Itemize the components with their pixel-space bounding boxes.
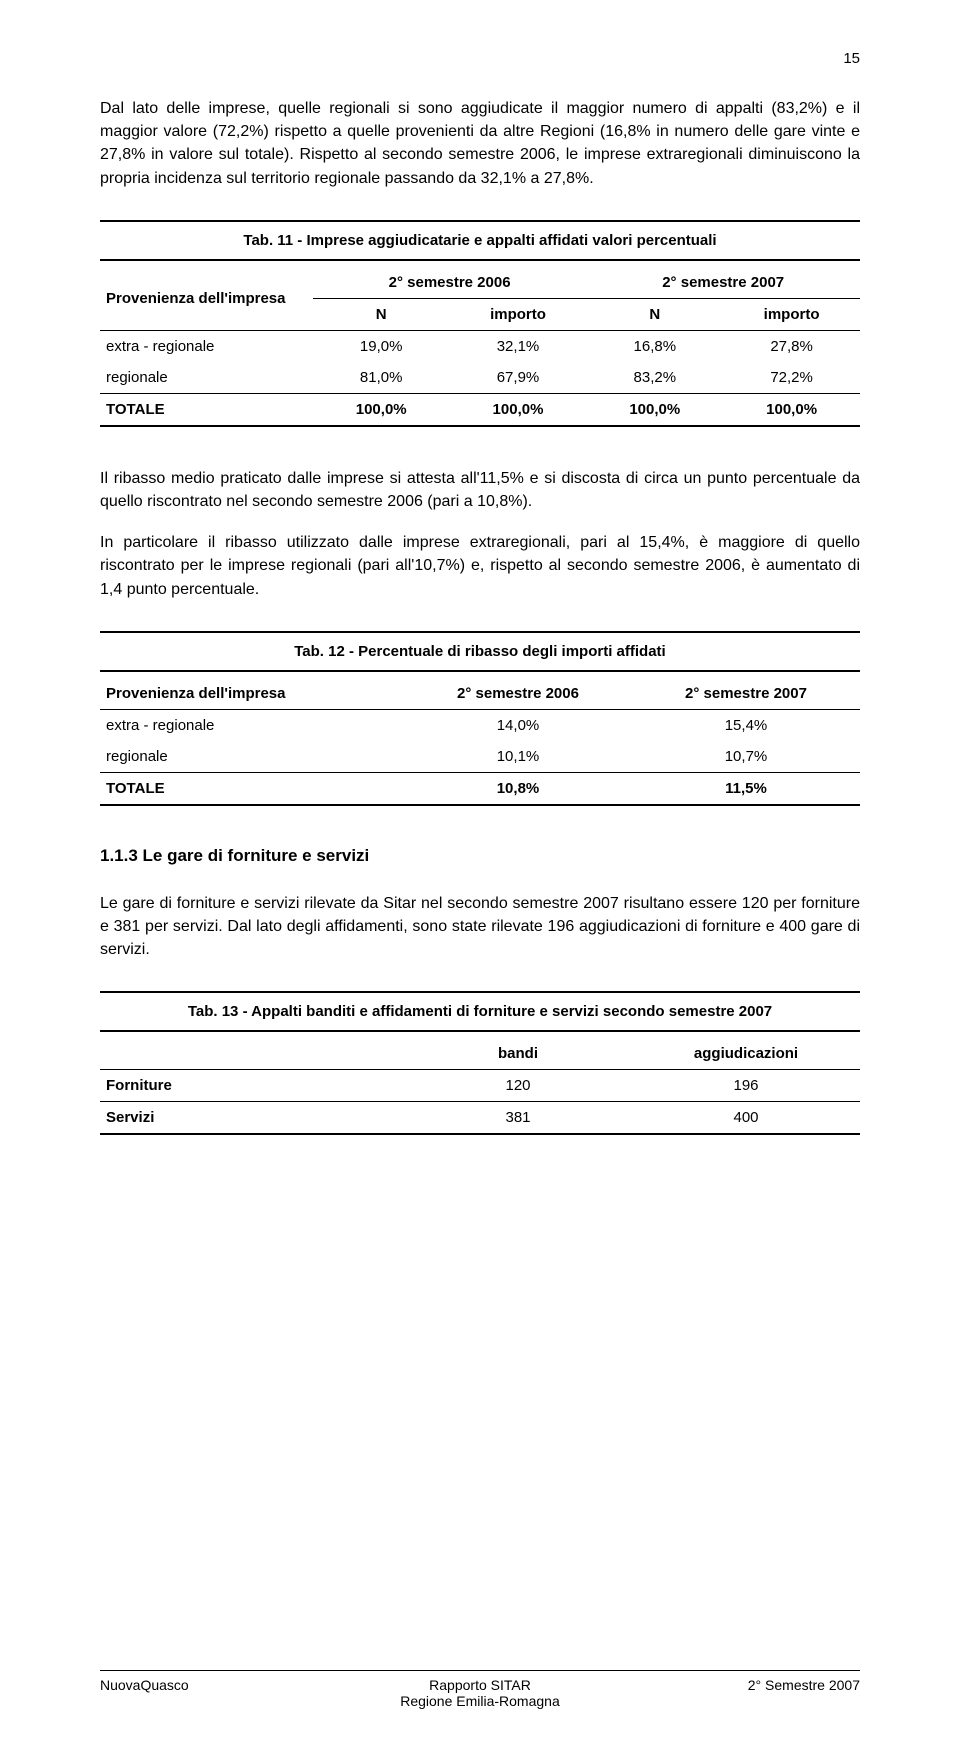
table-cell: TOTALE (100, 772, 404, 805)
table-row: Servizi 381 400 (100, 1102, 860, 1135)
paragraph-2: Il ribasso medio praticato dalle imprese… (100, 467, 860, 513)
table-12-header-row: Provenienza dell'impresa 2° semestre 200… (100, 678, 860, 710)
footer-right: 2° Semestre 2007 (609, 1677, 860, 1709)
table-13-col0 (100, 1038, 404, 1070)
table-row: Forniture 120 196 (100, 1070, 860, 1102)
table-13-col1: bandi (404, 1038, 632, 1070)
table-cell: 81,0% (313, 362, 450, 394)
table-row: extra - regionale 14,0% 15,4% (100, 709, 860, 741)
table-cell: 27,8% (723, 330, 860, 362)
section-heading-113: 1.1.3 Le gare di forniture e servizi (100, 846, 860, 866)
table-13-header-row: bandi aggiudicazioni (100, 1038, 860, 1070)
table-cell: 32,1% (450, 330, 587, 362)
table-cell: 10,1% (404, 741, 632, 773)
table-row: TOTALE 100,0% 100,0% 100,0% 100,0% (100, 393, 860, 426)
table-11-wrap: Tab. 11 - Imprese aggiudicatarie e appal… (100, 220, 860, 427)
table-13-wrap: Tab. 13 - Appalti banditi e affidamenti … (100, 991, 860, 1135)
table-11-row2-label: TOTALE (100, 393, 313, 426)
table-13-caption: Tab. 13 - Appalti banditi e affidamenti … (100, 991, 860, 1032)
content-area: 15 Dal lato delle imprese, quelle region… (100, 50, 860, 1630)
table-cell: regionale (100, 741, 404, 773)
table-cell: 83,2% (586, 362, 723, 394)
table-cell: 100,0% (450, 393, 587, 426)
table-cell: 10,7% (632, 741, 860, 773)
table-cell: 400 (632, 1102, 860, 1135)
table-12-col1: 2° semestre 2006 (404, 678, 632, 710)
paragraph-4: Le gare di forniture e servizi rilevate … (100, 892, 860, 962)
table-cell: 100,0% (723, 393, 860, 426)
page-number: 15 (100, 50, 860, 67)
table-11-subheader-0: N (313, 298, 450, 330)
table-12: Provenienza dell'impresa 2° semestre 200… (100, 672, 860, 806)
table-cell: 100,0% (586, 393, 723, 426)
table-11-subheader-3: importo (723, 298, 860, 330)
table-11-group-header-1: 2° semestre 2007 (586, 267, 860, 299)
table-11-header-row-1: Provenienza dell'impresa 2° semestre 200… (100, 267, 860, 299)
table-cell: Forniture (100, 1070, 404, 1102)
table-cell: 67,9% (450, 362, 587, 394)
table-12-wrap: Tab. 12 - Percentuale di ribasso degli i… (100, 631, 860, 806)
table-11-subheader-2: N (586, 298, 723, 330)
table-cell: 381 (404, 1102, 632, 1135)
table-cell: 11,5% (632, 772, 860, 805)
table-12-caption: Tab. 12 - Percentuale di ribasso degli i… (100, 631, 860, 672)
table-row: TOTALE 10,8% 11,5% (100, 772, 860, 805)
table-cell: 196 (632, 1070, 860, 1102)
table-cell: 72,2% (723, 362, 860, 394)
table-11-rowheader-label: Provenienza dell'impresa (100, 267, 313, 331)
table-cell: Servizi (100, 1102, 404, 1135)
table-11-row0-label: extra - regionale (100, 330, 313, 362)
footer-center-line1: Rapporto SITAR (429, 1677, 531, 1693)
table-12-col0: Provenienza dell'impresa (100, 678, 404, 710)
table-cell: 14,0% (404, 709, 632, 741)
table-13-col2: aggiudicazioni (632, 1038, 860, 1070)
table-cell: 19,0% (313, 330, 450, 362)
table-cell: 120 (404, 1070, 632, 1102)
table-11: Provenienza dell'impresa 2° semestre 200… (100, 261, 860, 427)
paragraph-1: Dal lato delle imprese, quelle regionali… (100, 97, 860, 190)
table-cell: 16,8% (586, 330, 723, 362)
table-12-col2: 2° semestre 2007 (632, 678, 860, 710)
footer-center-line2: Regione Emilia-Romagna (400, 1693, 560, 1709)
table-row: regionale 81,0% 67,9% 83,2% 72,2% (100, 362, 860, 394)
table-11-group-header-0: 2° semestre 2006 (313, 267, 587, 299)
table-cell: 10,8% (404, 772, 632, 805)
table-11-subheader-1: importo (450, 298, 587, 330)
footer-left: NuovaQuasco (100, 1677, 351, 1709)
page: 15 Dal lato delle imprese, quelle region… (0, 0, 960, 1749)
table-row: regionale 10,1% 10,7% (100, 741, 860, 773)
footer-center: Rapporto SITAR Regione Emilia-Romagna (351, 1677, 609, 1709)
paragraph-3: In particolare il ribasso utilizzato dal… (100, 531, 860, 601)
table-11-caption: Tab. 11 - Imprese aggiudicatarie e appal… (100, 220, 860, 261)
page-footer: NuovaQuasco Rapporto SITAR Regione Emili… (100, 1670, 860, 1709)
table-cell: 100,0% (313, 393, 450, 426)
table-11-row1-label: regionale (100, 362, 313, 394)
table-cell: extra - regionale (100, 709, 404, 741)
table-row: extra - regionale 19,0% 32,1% 16,8% 27,8… (100, 330, 860, 362)
table-cell: 15,4% (632, 709, 860, 741)
table-13: bandi aggiudicazioni Forniture 120 196 S… (100, 1032, 860, 1135)
